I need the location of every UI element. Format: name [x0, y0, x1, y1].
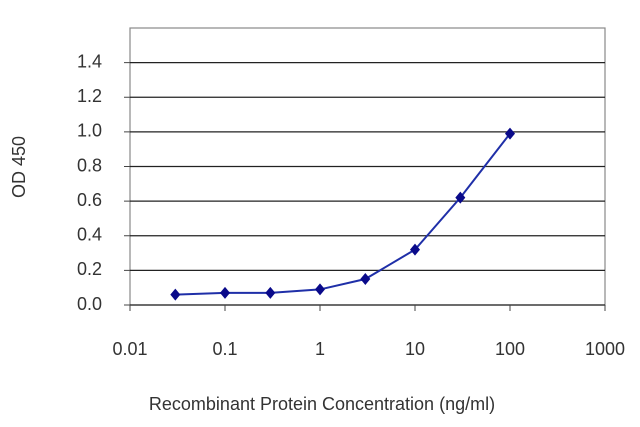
y-tick-label: 1.2	[77, 86, 102, 106]
data-point	[505, 127, 515, 140]
x-tick-label: 1	[315, 339, 325, 359]
data-point	[410, 243, 420, 256]
data-point	[315, 283, 325, 296]
data-point	[455, 191, 466, 204]
data-line	[175, 132, 511, 296]
y-tick-label: 1.0	[77, 121, 102, 141]
data-point	[220, 286, 230, 299]
y-tick-label: 1.4	[77, 51, 102, 71]
data-point	[360, 273, 371, 286]
data-point	[170, 288, 181, 301]
y-tick-label: 0.8	[77, 155, 102, 175]
x-tick-label: 1000	[585, 339, 625, 359]
x-axis-label: Recombinant Protein Concentration (ng/ml…	[149, 394, 495, 414]
x-tick-label: 0.1	[212, 339, 237, 359]
y-tick-label: 0.4	[77, 225, 102, 245]
y-axis-label: OD 450	[9, 136, 29, 198]
x-tick-label: 10	[405, 339, 425, 359]
x-tick-label: 100	[495, 339, 525, 359]
data-point	[265, 286, 276, 299]
y-tick-label: 0.2	[77, 259, 102, 279]
y-tick-label: 0.6	[77, 190, 102, 210]
x-tick-label: 0.01	[112, 339, 147, 359]
y-tick-label: 0.0	[77, 294, 102, 314]
